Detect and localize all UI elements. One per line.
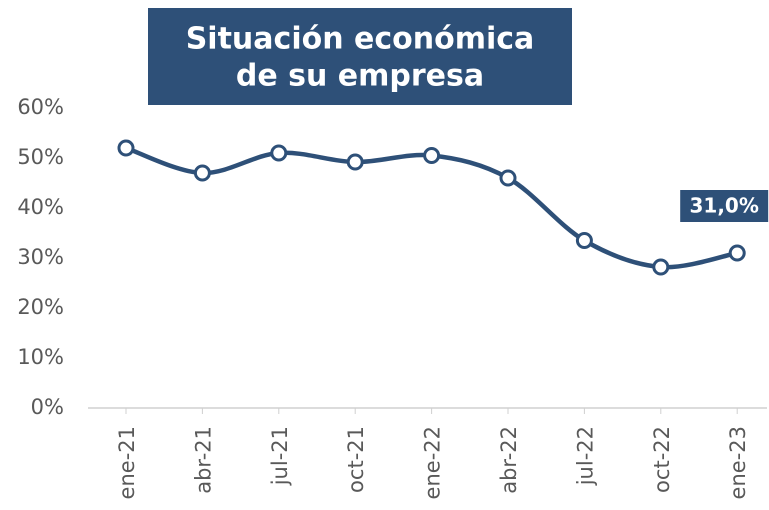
y-tick-label: 20%: [17, 295, 64, 319]
y-tick-label: 50%: [17, 145, 64, 169]
x-tick-label: abr-21: [191, 426, 215, 494]
title-box: [148, 8, 572, 105]
point: [423, 147, 441, 164]
chart-title: de su empresa: [236, 59, 484, 94]
data-label: 31,0%: [690, 194, 759, 218]
y-tick-label: 0%: [31, 395, 64, 419]
line: [125, 145, 738, 270]
data-label-box: [680, 190, 769, 222]
chart-title: Situación económica: [186, 22, 535, 57]
point: [270, 144, 288, 162]
x-tick-label: jul-22: [573, 426, 597, 486]
x-tick-label: ene-22: [421, 426, 445, 499]
y-tick-label: 60%: [17, 95, 64, 119]
point: [193, 164, 211, 182]
y-tick-label: 10%: [17, 345, 64, 369]
x-tick-label: oct-21: [344, 426, 368, 493]
point: [117, 139, 135, 157]
x-tick-label: abr-22: [497, 426, 521, 494]
point: [728, 244, 746, 262]
y-tick-label: 30%: [17, 245, 64, 269]
x-tick-label: ene-21: [115, 426, 139, 499]
point: [499, 169, 517, 187]
point: [575, 232, 593, 249]
x-tick-label: jul-21: [268, 426, 292, 486]
point: [346, 153, 364, 171]
x-tick-label: oct-22: [650, 426, 674, 493]
y-tick-label: 40%: [17, 195, 64, 219]
point: [652, 258, 670, 276]
x-tick-label: ene-23: [726, 426, 750, 499]
